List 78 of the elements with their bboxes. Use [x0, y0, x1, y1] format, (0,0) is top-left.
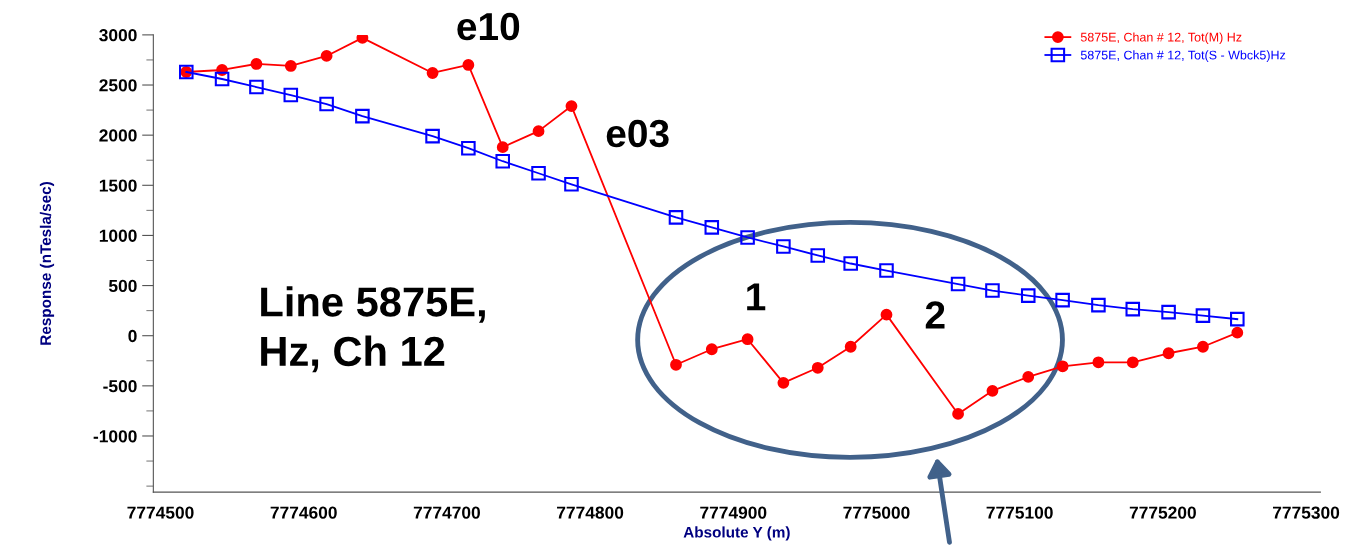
point: [811, 361, 824, 374]
point: [740, 230, 755, 245]
x-axis-title: Absolute Y (m): [683, 526, 790, 541]
point: [776, 239, 791, 254]
point: [1020, 288, 1036, 303]
point: [705, 343, 718, 356]
point: [425, 128, 440, 144]
x-tick-label: 7774600: [270, 506, 337, 519]
point: [1055, 292, 1070, 308]
x-tick-label: 7774800: [557, 506, 624, 519]
point: [564, 177, 579, 192]
y-tick-label: 1000: [99, 229, 137, 242]
x-tick-label: 7775300: [1273, 506, 1340, 519]
legend-label: 5875E, Chan # 12, Tot(M) Hz: [1080, 32, 1242, 45]
point: [704, 220, 720, 235]
point: [495, 153, 511, 169]
annotation: 1: [747, 283, 766, 311]
x-tick-label: 7774900: [700, 506, 767, 519]
point: [565, 100, 578, 112]
y-tick-label: 2000: [99, 129, 137, 142]
x-tick-label: 7775000: [843, 506, 910, 519]
point: [741, 333, 754, 346]
y-tick-label: 2500: [99, 79, 137, 92]
point: [249, 79, 264, 95]
point: [1197, 340, 1209, 353]
point: [777, 376, 790, 389]
annotation: e10: [457, 12, 520, 41]
x-tick-label: 7774700: [413, 506, 480, 519]
y-tick-label: -500: [103, 380, 137, 393]
annotation: Line 5875E, Hz, Ch 12: [261, 286, 485, 373]
point: [356, 34, 369, 44]
point: [214, 71, 230, 87]
legend-label: 5875E, Chan # 12, Tot(S - Wbck5)Hz: [1080, 50, 1286, 62]
point: [426, 67, 439, 79]
point: [985, 283, 1000, 298]
y-axis-title: Response (nTesla/sec): [39, 182, 55, 345]
x-tick-label: 7774500: [127, 506, 194, 519]
point: [319, 96, 334, 112]
point: [1231, 326, 1244, 339]
point: [880, 308, 893, 321]
x-tick-label: 7775100: [986, 506, 1053, 519]
point: [810, 248, 826, 263]
point: [532, 125, 545, 138]
y-tick-label: -1000: [93, 430, 137, 443]
point: [670, 358, 682, 371]
point: [950, 276, 966, 292]
x-tick-label: 7775200: [1129, 506, 1196, 519]
point: [284, 60, 297, 72]
point: [250, 58, 263, 70]
point: [1091, 297, 1106, 313]
point: [1230, 311, 1245, 327]
point: [496, 141, 509, 154]
point: [668, 210, 684, 225]
point: [843, 256, 858, 271]
point: [1056, 360, 1069, 373]
point: [320, 50, 333, 62]
point: [355, 108, 370, 124]
y-tick-label: 1500: [99, 179, 137, 192]
point: [461, 140, 476, 156]
point: [986, 384, 999, 397]
point: [462, 59, 475, 71]
point: [1022, 370, 1035, 383]
point: [1092, 356, 1105, 369]
point: [283, 87, 299, 103]
y-tick-label: 500: [108, 279, 137, 293]
annotation: e03: [606, 119, 669, 148]
point: [952, 408, 964, 420]
annotation: 2: [925, 301, 945, 329]
point: [844, 340, 857, 353]
point: [1125, 301, 1141, 317]
point: [879, 263, 894, 278]
point: [1195, 308, 1211, 323]
point: [1126, 356, 1139, 369]
y-tick-label: 0: [128, 329, 137, 343]
point: [1162, 347, 1175, 360]
point: [531, 165, 546, 181]
y-tick-label: 3000: [99, 29, 137, 42]
point: [1161, 304, 1176, 320]
